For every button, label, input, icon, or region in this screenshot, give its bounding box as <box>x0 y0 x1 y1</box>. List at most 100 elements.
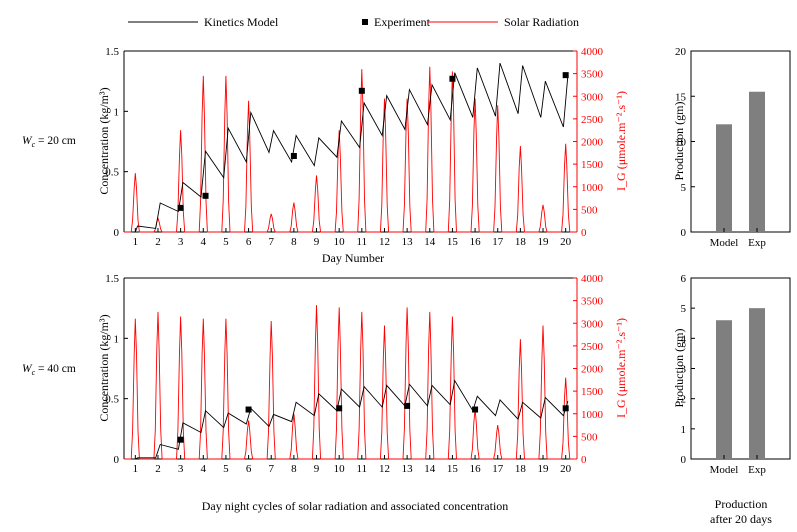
y2-tick-label: 2500 <box>581 341 604 353</box>
bar-y-tick-label: 5 <box>681 303 687 315</box>
solar-radiation-line <box>124 305 577 460</box>
bar-chart-bottom: 0 1 2 3 4 5 6 Model Exp <box>681 273 791 476</box>
line-chart-bottom: 1 2 3 4 5 6 7 8 9 10 11 12 13 14 15 16 17 18 19 2000.511.50… <box>105 273 603 475</box>
experiment-point <box>562 405 569 412</box>
bar-category-label: Exp <box>748 464 766 476</box>
ylabel-bar-bottom: Production (gm) <box>672 329 686 408</box>
bar <box>716 320 732 459</box>
y2-tick-label: 1500 <box>581 159 604 171</box>
row-label-top-symbol: W <box>22 135 33 147</box>
y2-tick-label: 0 <box>581 454 587 466</box>
x-tick-label: 11 <box>357 463 368 475</box>
x-tick-label: 5 <box>223 236 229 248</box>
y2-tick-label: 1000 <box>581 182 604 194</box>
x-tick-label: 13 <box>402 236 414 248</box>
x-tick-label: 3 <box>178 463 184 475</box>
bar-frame <box>690 277 791 460</box>
x-tick-label: 13 <box>402 463 414 475</box>
y2-tick-label: 3000 <box>581 318 604 330</box>
x-tick-label: 16 <box>470 463 482 475</box>
row-label-top-value: = 20 cm <box>35 135 76 147</box>
x-tick-label: 16 <box>470 236 482 248</box>
kinetics-model-line <box>134 62 569 233</box>
y-tick-label: 1 <box>114 106 120 118</box>
x-tick-label: 14 <box>424 236 436 248</box>
bar-y-tick-label: 3 <box>681 364 687 376</box>
experiment-point <box>562 72 569 79</box>
row-label-top-sub: c <box>32 140 36 149</box>
legend-experiment-label: Experiment <box>374 15 431 29</box>
x-tick-label: 10 <box>334 463 346 475</box>
experiment-point <box>290 152 297 159</box>
y2-tick-label: 0 <box>581 227 587 239</box>
bar-y-tick-label: 10 <box>675 137 687 149</box>
experiment-point <box>358 87 365 94</box>
bar-y-tick-label: 0 <box>681 227 687 239</box>
y2-tick-label: 500 <box>581 204 598 216</box>
bar-y-tick-label: 4 <box>681 333 687 345</box>
x-tick-label: 1 <box>133 463 139 475</box>
x-tick-label: 10 <box>334 236 346 248</box>
x-tick-label: 7 <box>268 236 274 248</box>
bar-y-tick-label: 2 <box>681 394 687 406</box>
x-tick-label: 1 <box>133 236 139 248</box>
x-tick-label: 19 <box>538 463 550 475</box>
experiment-point <box>202 192 209 199</box>
y2-tick-label: 2000 <box>581 137 604 149</box>
y2-tick-label: 2500 <box>581 114 604 126</box>
caption-right-line1: Production <box>715 497 768 511</box>
ylabel-right-bottom: I_G (μmole.m⁻².s⁻¹) <box>614 318 628 418</box>
ylabel-left-top: Concentration (kg/m³) <box>97 87 111 194</box>
x-tick-label: 14 <box>424 463 436 475</box>
x-tick-label: 20 <box>560 463 572 475</box>
y2-tick-label: 1000 <box>581 409 604 421</box>
y-tick-label: 1.5 <box>105 46 119 58</box>
experiment-point <box>449 75 456 82</box>
x-tick-label: 7 <box>268 463 274 475</box>
ylabel-left-bottom: Concentration (kg/m³) <box>97 314 111 421</box>
x-tick-label: 17 <box>492 236 504 248</box>
experiment-point <box>177 436 184 443</box>
bar <box>716 124 732 232</box>
xlabel-top: Day Number <box>322 251 384 265</box>
row-label-bottom-symbol: W <box>22 363 33 375</box>
bar-y-tick-label: 20 <box>675 46 687 58</box>
row-label-bottom-sub: c <box>32 368 36 377</box>
x-tick-label: 18 <box>515 236 527 248</box>
experiment-point <box>336 405 343 412</box>
x-tick-label: 12 <box>379 236 390 248</box>
bar <box>749 91 765 232</box>
x-tick-label: 15 <box>447 236 459 248</box>
y-tick-label: 0.5 <box>105 394 119 406</box>
caption-left: Day night cycles of solar radiation and … <box>202 499 509 513</box>
bar-y-tick-label: 0 <box>681 454 687 466</box>
bar-y-tick-label: 6 <box>681 273 687 285</box>
bar-frame <box>690 50 791 233</box>
x-tick-label: 18 <box>515 463 527 475</box>
legend-kinetics-label: Kinetics Model <box>204 15 279 29</box>
y2-tick-label: 1500 <box>581 386 604 398</box>
y2-tick-label: 2000 <box>581 364 604 376</box>
y-tick-label: 0 <box>114 227 120 239</box>
experiment-point <box>245 406 252 413</box>
x-tick-label: 4 <box>201 236 207 248</box>
bar-category-label: Model <box>710 237 739 249</box>
x-tick-label: 20 <box>560 236 572 248</box>
bar-y-tick-label: 1 <box>681 424 687 436</box>
bar-category-label: Model <box>710 464 739 476</box>
legend-experiment-marker <box>362 19 368 25</box>
ylabel-bar-top: Production (gm) <box>672 102 686 181</box>
ylabel-right-top: I_G (μmole.m⁻².s⁻¹) <box>614 91 628 191</box>
line-chart-top: 1 2 3 4 5 6 7 8 9 10 11 12 13 14 15 16 17 18 19 2000.511.50… <box>105 46 603 248</box>
y2-tick-label: 3500 <box>581 69 604 81</box>
bar-category-label: Exp <box>748 237 766 249</box>
row-label-bottom: Wc = 40 cm <box>22 363 76 377</box>
x-tick-label: 9 <box>314 236 320 248</box>
experiment-point <box>472 406 479 413</box>
y-tick-label: 1 <box>114 333 120 345</box>
y2-tick-label: 4000 <box>581 46 604 58</box>
x-tick-label: 6 <box>246 236 252 248</box>
experiment-point <box>177 204 184 211</box>
y-tick-label: 0.5 <box>105 167 119 179</box>
